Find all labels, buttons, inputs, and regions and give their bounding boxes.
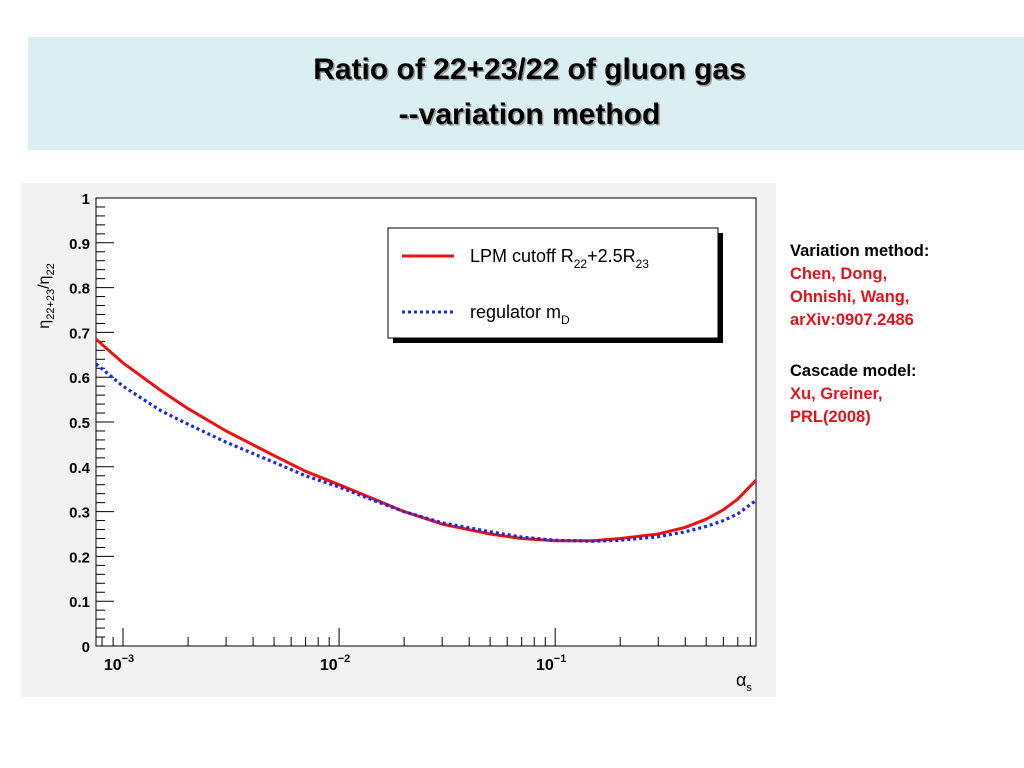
y-tick-label: 0.8 — [69, 281, 90, 298]
note-cascade-model: Cascade model: Xu, Greiner, PRL(2008) — [790, 360, 1020, 429]
note-variation-method: Variation method: Chen, Dong, Ohnishi, W… — [790, 240, 1020, 332]
y-tick-label: 1 — [82, 191, 90, 208]
reference-line: Ohnishi, Wang, — [790, 288, 910, 306]
note-heading: Cascade model: — [790, 362, 917, 380]
y-tick-label: 0 — [82, 639, 90, 656]
slide-title-line-1: Ratio of 22+23/22 of gluon gas — [313, 53, 746, 86]
y-tick-label: 0.2 — [69, 549, 90, 566]
y-tick-label: 0.4 — [69, 460, 91, 477]
reference-line: arXiv:0907.2486 — [790, 311, 914, 329]
y-tick-label: 0.3 — [69, 505, 90, 522]
y-tick-label: 0.1 — [69, 594, 90, 611]
reference-line: Chen, Dong, — [790, 265, 888, 283]
y-axis-label: η22+23/η22 — [36, 263, 57, 328]
reference-line: PRL(2008) — [790, 408, 871, 426]
x-tick-label: 10−2 — [320, 653, 350, 674]
legend-label: regulator mD — [470, 302, 570, 327]
y-tick-label: 0.5 — [69, 415, 90, 432]
slide-title-line-2: --variation method — [398, 98, 661, 131]
x-axis-label: αs — [736, 670, 752, 694]
series-line-lpm-cutoff — [95, 337, 758, 543]
y-tick-label: 0.9 — [69, 236, 90, 253]
legend-box — [387, 227, 719, 339]
x-tick-label: 10−3 — [104, 653, 134, 674]
side-notes: Variation method: Chen, Dong, Ohnishi, W… — [790, 240, 1020, 457]
x-tick-label: 10−1 — [536, 653, 566, 674]
title-banner: Ratio of 22+23/22 of gluon gas --variati… — [28, 37, 1024, 150]
y-tick-label: 0.7 — [69, 325, 90, 342]
y-tick-label: 0.6 — [69, 370, 90, 387]
note-heading: Variation method: — [790, 242, 930, 260]
chart-panel: 0 0.1 0.2 0.3 0.4 0.5 0.6 0.7 0.8 0.9 1 10−3 10−2 10−… — [21, 183, 776, 697]
chart-svg: 0 0.1 0.2 0.3 0.4 0.5 0.6 0.7 0.8 0.9 1 10−3 10−2 10−… — [21, 183, 776, 697]
legend-label: LPM cutoff R22+2.5R23 — [470, 246, 649, 271]
reference-line: Xu, Greiner, — [790, 385, 883, 403]
